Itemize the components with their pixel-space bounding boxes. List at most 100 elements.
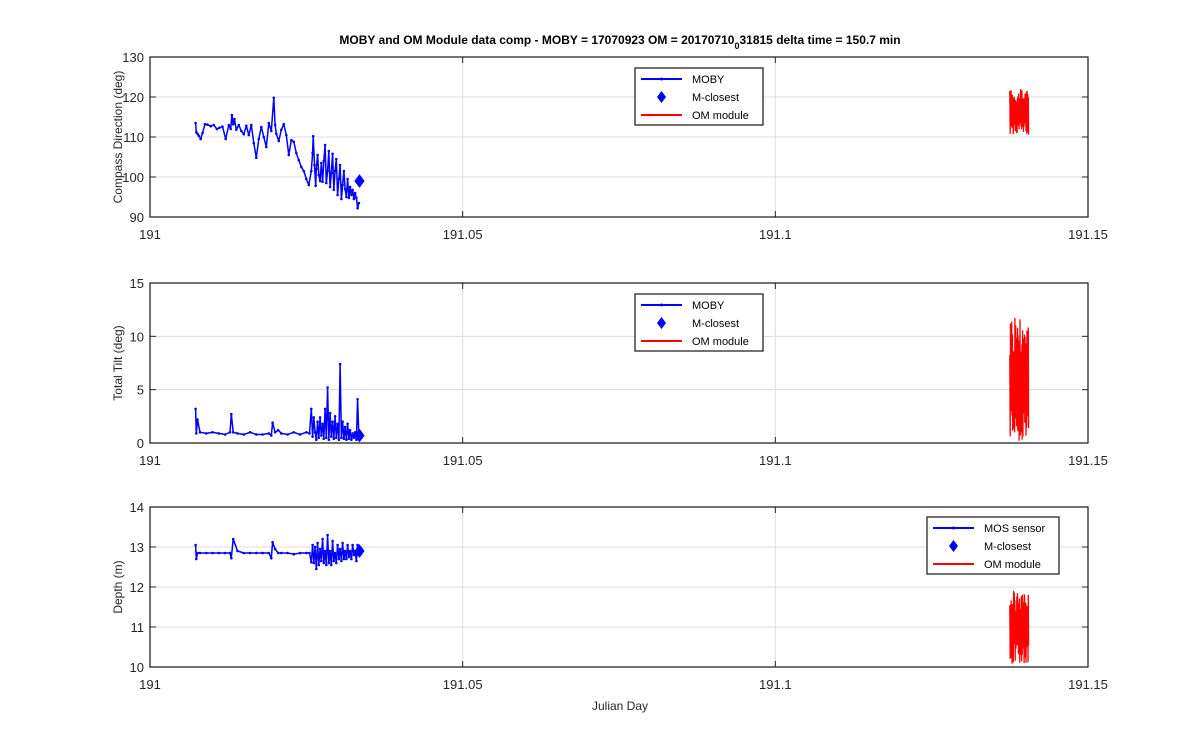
moby-point bbox=[248, 551, 252, 555]
moby-point bbox=[356, 543, 359, 547]
moby-point bbox=[290, 138, 293, 142]
series-group bbox=[194, 533, 1030, 664]
moby-point bbox=[342, 169, 346, 173]
moby-point bbox=[330, 435, 333, 438]
moby-point bbox=[248, 431, 252, 434]
moby-point bbox=[340, 559, 343, 563]
moby-point bbox=[287, 153, 291, 157]
legend-m-closest-swatch bbox=[657, 91, 666, 103]
moby-point bbox=[330, 563, 333, 567]
x-tick-label: 191.1 bbox=[759, 677, 792, 692]
moby-point bbox=[322, 561, 326, 565]
moby-point bbox=[347, 555, 351, 559]
y-tick-label: 90 bbox=[130, 210, 144, 225]
moby-point bbox=[336, 422, 339, 426]
moby-point bbox=[343, 187, 347, 191]
moby-point bbox=[211, 551, 214, 555]
moby-point bbox=[286, 433, 289, 436]
moby-point bbox=[322, 159, 326, 163]
moby-point bbox=[236, 432, 239, 435]
moby-point bbox=[310, 560, 313, 564]
moby-point bbox=[350, 438, 353, 442]
moby-point bbox=[273, 123, 277, 127]
moby-point bbox=[240, 129, 243, 133]
moby-point bbox=[331, 539, 334, 543]
moby-point bbox=[212, 123, 216, 127]
legend-entry-label: MOBY bbox=[692, 300, 725, 312]
moby-point bbox=[338, 362, 342, 366]
legend-moby-point bbox=[660, 77, 663, 81]
y-tick-label: 14 bbox=[130, 500, 144, 515]
moby-point bbox=[254, 551, 258, 555]
moby-point bbox=[298, 551, 302, 555]
y-axis-label: Compass Direction (deg) bbox=[111, 71, 125, 204]
x-tick-label: 191 bbox=[139, 453, 161, 468]
moby-point bbox=[325, 436, 328, 440]
moby-point bbox=[250, 123, 253, 127]
moby-point bbox=[198, 551, 202, 555]
moby-point bbox=[308, 432, 311, 435]
moby-point bbox=[311, 435, 314, 438]
y-tick-label: 5 bbox=[137, 383, 144, 398]
moby-point bbox=[260, 125, 263, 129]
moby-point bbox=[310, 169, 313, 173]
moby-point bbox=[323, 407, 327, 411]
legend-entry-label: OM module bbox=[692, 336, 749, 348]
x-tick-label: 191.05 bbox=[443, 677, 483, 692]
moby-point bbox=[353, 191, 357, 195]
moby-point bbox=[336, 543, 339, 547]
moby-point bbox=[327, 149, 331, 153]
moby-point bbox=[282, 122, 286, 126]
moby-point bbox=[270, 434, 273, 437]
moby-point bbox=[205, 432, 208, 435]
moby-point bbox=[313, 163, 316, 167]
moby-point bbox=[322, 437, 326, 441]
moby-point bbox=[315, 567, 318, 571]
moby-point bbox=[316, 541, 319, 545]
moby-point bbox=[267, 551, 271, 555]
legend-entry-label: MOS sensor bbox=[984, 523, 1045, 535]
moby-point bbox=[298, 433, 302, 436]
legend-entry-label: M-closest bbox=[692, 92, 739, 104]
moby-point bbox=[285, 133, 288, 137]
moby-point bbox=[311, 134, 315, 138]
moby-point bbox=[209, 124, 212, 128]
moby-point bbox=[245, 124, 248, 128]
panel-1: 191 191.05 191.1 191.15 90 100 110 120 130 Compas… bbox=[111, 50, 1108, 242]
moby-point bbox=[341, 183, 344, 187]
moby-point bbox=[194, 543, 197, 547]
moby-point bbox=[205, 551, 208, 555]
m-closest-marker bbox=[354, 174, 365, 188]
moby-point bbox=[357, 201, 361, 205]
moby-point bbox=[247, 133, 251, 137]
x-tick-label: 191.1 bbox=[759, 453, 792, 468]
moby-point bbox=[314, 184, 318, 188]
moby-point bbox=[276, 551, 280, 555]
moby-point bbox=[338, 547, 342, 551]
moby-point bbox=[325, 563, 328, 567]
moby-point bbox=[257, 137, 261, 141]
axes-box bbox=[149, 282, 1089, 444]
moby-point bbox=[295, 151, 298, 155]
y-tick-label: 100 bbox=[122, 170, 144, 185]
legend-entry-label: M-closest bbox=[692, 318, 739, 330]
moby-point bbox=[318, 179, 322, 183]
moby-point bbox=[270, 129, 273, 133]
moby-point bbox=[348, 428, 352, 432]
series-group bbox=[194, 317, 1030, 443]
moby-point bbox=[242, 433, 246, 436]
moby-point bbox=[355, 438, 358, 442]
legend: MOS sensor M-closest OM module bbox=[926, 516, 1060, 575]
moby-point bbox=[326, 386, 329, 389]
moby-point bbox=[218, 126, 221, 130]
moby-point bbox=[196, 132, 199, 136]
moby-point bbox=[242, 551, 246, 555]
moby-point bbox=[327, 561, 331, 565]
moby-point bbox=[305, 431, 308, 434]
moby-point bbox=[321, 537, 324, 541]
moby-point bbox=[224, 137, 227, 141]
moby-point bbox=[197, 134, 201, 138]
moby-point bbox=[355, 559, 358, 563]
om-module-line bbox=[1009, 590, 1030, 664]
legend-moby-point bbox=[952, 526, 955, 530]
